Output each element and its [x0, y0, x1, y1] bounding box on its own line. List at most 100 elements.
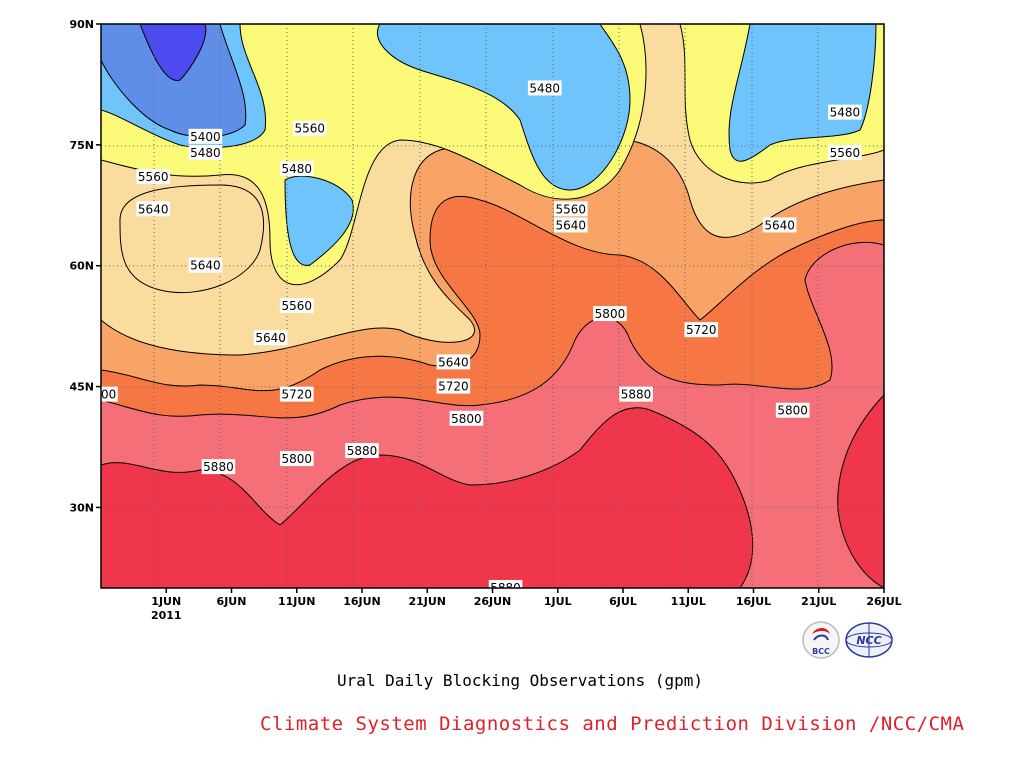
contour-label: 5880 — [619, 386, 653, 402]
contour-label: 5480 — [527, 80, 562, 96]
contour-label-text: 5640 — [190, 259, 221, 273]
y-axis: 30N 45N 60N 75N 90N — [69, 18, 101, 514]
band-above-5960 — [101, 407, 754, 588]
contour-label-text: 5640 — [138, 202, 169, 216]
y-tick-label: 30N — [69, 501, 94, 514]
contour-label: 5560 — [828, 144, 862, 160]
contour-label-bg — [253, 330, 288, 346]
contour-label: 5560 — [279, 298, 314, 313]
contour-label-bg — [279, 386, 314, 402]
contour-label: 5640 — [253, 330, 288, 346]
contour-label-bg — [136, 201, 170, 217]
contour-label-text: 5640 — [255, 331, 286, 345]
contour-label-text: 5880 — [490, 581, 521, 595]
contour-label: 5640 — [762, 217, 797, 233]
contour-label-bg — [593, 306, 627, 322]
band-5480-5560-top — [377, 24, 631, 191]
x-tick-label: 11JUN — [278, 595, 316, 608]
x-tick-label: 6JUN — [217, 595, 247, 608]
contour-label-text: 5480 — [281, 162, 312, 176]
grid — [101, 24, 884, 588]
bcc-logo: BCC — [802, 621, 840, 659]
contour-label: 5800 — [593, 306, 627, 322]
svg-text:BCC: BCC — [812, 647, 830, 656]
contour-labels: 5400 5480 5560 5640 5640 5560 5480 5560 5640 5720… — [101, 80, 862, 595]
svg-text:NCC: NCC — [856, 634, 881, 647]
band-5480-5560-blob — [284, 175, 354, 266]
contour-label-bg — [345, 443, 379, 459]
contour-label-text: 5480 — [190, 146, 221, 160]
contour-label-bg — [136, 169, 170, 185]
contour-label-bg — [619, 386, 653, 402]
x-tick-label: 21JUN — [408, 595, 446, 608]
contour-label-text: 5560 — [138, 170, 169, 184]
contour-label-bg — [279, 298, 314, 313]
x-tick-label: 6JUL — [609, 595, 637, 608]
contour-label: 5480 — [279, 161, 314, 177]
contour-label: 5560 — [293, 120, 327, 136]
band-above-5960-right — [837, 394, 884, 588]
contour-label: 5800 — [775, 402, 810, 418]
contour-label: 5480 — [188, 144, 223, 160]
credit-text: Climate System Diagnostics and Predictio… — [260, 713, 965, 735]
contour-label-text: 5560 — [830, 146, 861, 160]
contour-label-text: 5640 — [556, 218, 587, 232]
contour-label: 5800 — [101, 386, 118, 402]
contour-label: 5720 — [684, 322, 719, 338]
contour-label-text: 5800 — [281, 452, 312, 466]
contour-label-text: 5880 — [203, 460, 234, 474]
contour-fills: 5400 5480 5560 5640 5640 5560 5480 5560 5640 5720… — [101, 24, 884, 595]
contour-label-text: 5560 — [556, 202, 587, 216]
contour-label-bg — [101, 386, 118, 402]
contour-label-text: 5640 — [764, 218, 795, 232]
band-below-5400 — [139, 24, 207, 81]
contour-label: 5880 — [488, 580, 523, 595]
contour-label-text: 5560 — [295, 122, 326, 136]
contour-label-bg — [554, 201, 588, 217]
x-year-label: 2011 — [151, 609, 182, 622]
x-tick-label: 1JUL — [544, 595, 572, 608]
band-5480-5560-right — [728, 24, 877, 162]
contour-label-bg — [201, 459, 236, 475]
contour-label: 5640 — [136, 201, 170, 217]
contour-label: 5640 — [554, 217, 588, 233]
contour-label-bg — [436, 378, 471, 394]
contour-label: 5800 — [279, 451, 314, 467]
contour-label-text: 5800 — [595, 307, 626, 321]
ncc-logo: NCC — [845, 622, 893, 658]
contour-label: 5480 — [828, 104, 862, 120]
contour-label-bg — [684, 322, 719, 338]
x-tick-label: 11JUL — [671, 595, 706, 608]
x-tick-label: 1JUN — [151, 595, 181, 608]
y-tick-label: 90N — [69, 18, 94, 31]
contour-label-bg — [488, 580, 523, 588]
y-tick-label: 60N — [69, 260, 94, 273]
contour-label-text: 5480 — [529, 81, 560, 95]
contour-label-text: 5800 — [451, 412, 482, 426]
x-tick-label: 16JUN — [343, 595, 381, 608]
contour-label-bg — [527, 80, 562, 96]
contour-label-bg — [449, 410, 484, 426]
contour-label-bg — [436, 354, 471, 370]
contour-label: 5720 — [279, 386, 314, 402]
contour-label-text: 5800 — [777, 404, 808, 418]
contour-label-bg — [188, 144, 223, 160]
x-axis: 1JUN 6JUN 11JUN 16JUN 21JUN 26JUN 1JUL 6JUL 11JU… — [151, 588, 902, 622]
contour-label-text: 5400 — [190, 130, 221, 144]
contour-label-text: 5720 — [438, 380, 469, 394]
contour-label: 5560 — [554, 201, 588, 217]
contour-label: 5640 — [188, 257, 223, 273]
contour-label-bg — [279, 161, 314, 177]
chart-title: Ural Daily Blocking Observations (gpm) — [336, 671, 704, 690]
y-tick-label: 45N — [69, 381, 94, 394]
contour-label-bg — [762, 217, 797, 233]
contour-label-text: 5880 — [621, 388, 652, 402]
contour-label-text: 5720 — [686, 323, 717, 337]
contour-label: 5560 — [136, 169, 170, 185]
contour-label: 5720 — [436, 378, 471, 394]
x-tick-label: 21JUL — [801, 595, 836, 608]
contour-label-text: 5480 — [830, 106, 861, 120]
contour-label-text: 5640 — [438, 355, 469, 369]
x-tick-label: 26JUL — [866, 595, 901, 608]
